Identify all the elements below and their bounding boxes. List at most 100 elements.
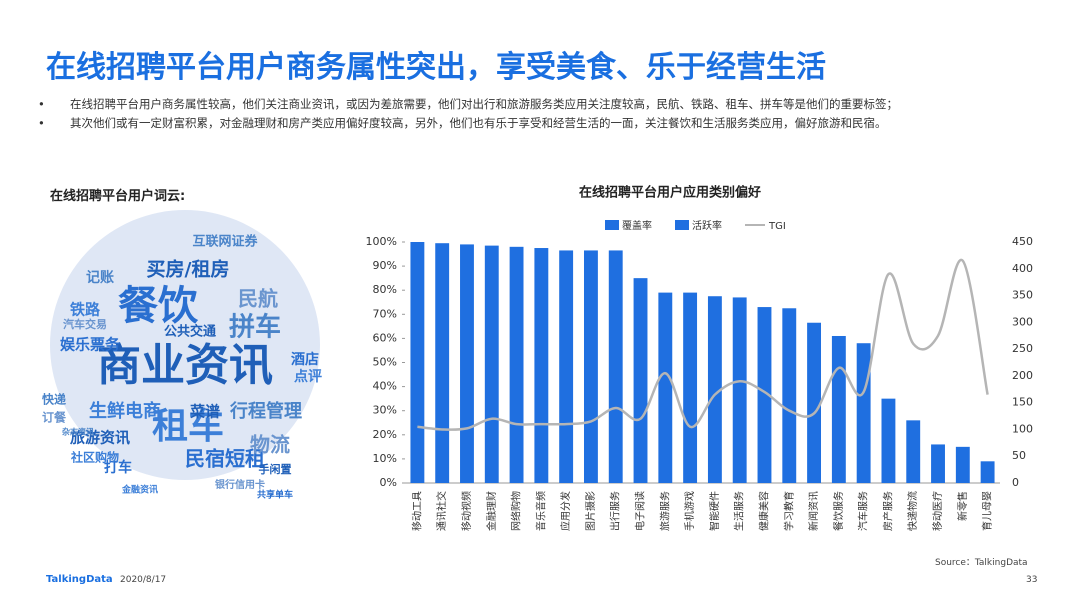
x-tick-label: 健康美容 (757, 491, 770, 531)
cloud-word: 快递 (42, 392, 66, 407)
bar (583, 250, 598, 483)
cloud-word: 旅游资讯 (70, 429, 130, 447)
y-tick-label: 0% (380, 476, 397, 489)
bar (707, 296, 722, 483)
x-tick-label: 旅游服务 (658, 491, 671, 531)
x-tick-label: 出行服务 (609, 491, 622, 531)
cloud-word: 买房/租房 (147, 258, 230, 281)
y2-tick-label: 450 (1012, 235, 1033, 248)
bar (906, 420, 921, 483)
cloud-word: 杂志资讯 (62, 427, 94, 437)
bar (608, 250, 623, 483)
cloud-word: 拼车 (229, 312, 281, 343)
y-tick-label: 60% (373, 331, 397, 344)
cloud-word: 菜谱 (189, 403, 220, 421)
y-tick-label: 30% (373, 404, 397, 417)
cloud-word: 酒店 (291, 351, 319, 368)
cloud-word: 点评 (294, 368, 322, 385)
x-tick-label: 餐饮服务 (832, 491, 845, 531)
x-tick-label: 通讯社交 (435, 491, 448, 531)
x-tick-label: 移动工具 (410, 491, 423, 531)
y2-tick-label: 250 (1012, 342, 1033, 355)
bar (732, 297, 747, 483)
cloud-word: 生鲜电商 (89, 400, 161, 422)
y2-tick-label: 50 (1012, 449, 1026, 462)
x-tick-label: 智能硬件 (708, 491, 721, 531)
bar (633, 278, 648, 483)
x-tick-label: 移动视频 (460, 491, 473, 531)
y-tick-label: 20% (373, 428, 397, 441)
cloud-word: 银行信用卡 (215, 478, 265, 491)
x-tick-label: 育儿母婴 (981, 491, 994, 531)
y-tick-label: 70% (373, 307, 397, 320)
legend-swatch (605, 220, 619, 230)
cloud-word: 共享单车 (257, 489, 293, 501)
bar (683, 292, 698, 483)
page-number: 33 (1026, 575, 1038, 585)
date: 2020/8/17 (120, 575, 167, 585)
y2-tick-label: 100 (1012, 422, 1033, 435)
bar (757, 307, 772, 483)
slide-title: 在线招聘平台用户商务属性突出，享受美食、乐于经营生活 (46, 50, 826, 85)
bar (658, 292, 673, 483)
bullet-text: 在线招聘平台用户商务属性较高，他们关注商业资讯，或因为差旅需要，他们对出行和旅游… (70, 97, 898, 111)
y2-tick-label: 150 (1012, 396, 1033, 409)
tgi-line (417, 258, 989, 431)
x-tick-label: 移动医疗 (931, 491, 944, 531)
cloud-word: 手闲置 (259, 462, 292, 476)
legend-label: 活跃率 (692, 219, 722, 232)
brand: TalkingData (46, 574, 113, 585)
y2-tick-label: 200 (1012, 369, 1033, 382)
cloud-word: 金融资讯 (121, 484, 158, 496)
x-tick-label: 房产服务 (881, 491, 894, 531)
x-tick-label: 新闻资讯 (807, 491, 820, 531)
cloud-word: 租车 (152, 406, 224, 447)
bar (856, 343, 871, 483)
bullet-text: 其次他们或有一定财富积累，对金融理财和房产类应用偏好度较高，另外，他们也有乐于享… (70, 116, 887, 130)
legend-swatch (675, 220, 689, 230)
x-tick-label: 新零售 (956, 491, 969, 521)
bar (881, 398, 896, 483)
chart: 在线招聘平台用户应用类别偏好 0% 10% 20% 30% 40% 50% 60% 70% 80… (366, 185, 1033, 532)
cloud-word: 娱乐票务 (60, 336, 121, 354)
legend-label: TGI (768, 221, 786, 232)
x-tick-label: 网络购物 (510, 491, 523, 531)
x-tick-label: 音乐音频 (534, 491, 547, 531)
legend-label: 覆盖率 (622, 219, 652, 232)
y2-tick-label: 350 (1012, 289, 1033, 302)
cloud-word: 民航 (238, 287, 278, 311)
cloud-word: 铁路 (70, 301, 101, 319)
cloud-label: 在线招聘平台用户词云: (50, 189, 186, 204)
cloud-word: 汽车交易 (63, 317, 107, 331)
cloud-bg (50, 210, 320, 480)
bar (931, 444, 945, 483)
cloud-word: 商业资讯 (97, 340, 273, 391)
cloud-word: 订餐 (42, 410, 67, 425)
bullets: • 在线招聘平台用户商务属性较高，他们关注商业资讯，或因为差旅需要，他们对出行和旅… (38, 95, 898, 133)
y-tick-label: 80% (373, 283, 397, 296)
y-tick-label: 100% (366, 235, 397, 248)
bar (807, 322, 822, 483)
cloud-word: 互联网证券 (192, 234, 258, 250)
x-tick-label: 汽车服务 (857, 491, 870, 531)
y2-tick-label: 300 (1012, 315, 1033, 328)
y-tick-label: 10% (373, 452, 397, 465)
bar (831, 335, 846, 483)
bar (782, 308, 797, 483)
cloud-word: 记账 (86, 270, 114, 286)
x-tick-label: 电子阅读 (634, 491, 647, 531)
cloud-word: 民宿短租 (185, 447, 265, 471)
x-tick-label: 生活服务 (733, 491, 746, 531)
x-tick-label: 金融理财 (485, 491, 498, 531)
bar (435, 243, 450, 483)
cloud-word: 物流 (250, 433, 290, 457)
bar (559, 250, 574, 483)
cloud-word: 公共交通 (164, 324, 216, 340)
bullet: • 其次他们或有一定财富积累，对金融理财和房产类应用偏好度较高，另外，他们也有乐于… (38, 116, 887, 130)
bar (534, 248, 549, 483)
bar (410, 242, 425, 483)
cloud-word: 社区购物 (70, 450, 119, 465)
y2-tick-label: 0 (1012, 476, 1019, 489)
